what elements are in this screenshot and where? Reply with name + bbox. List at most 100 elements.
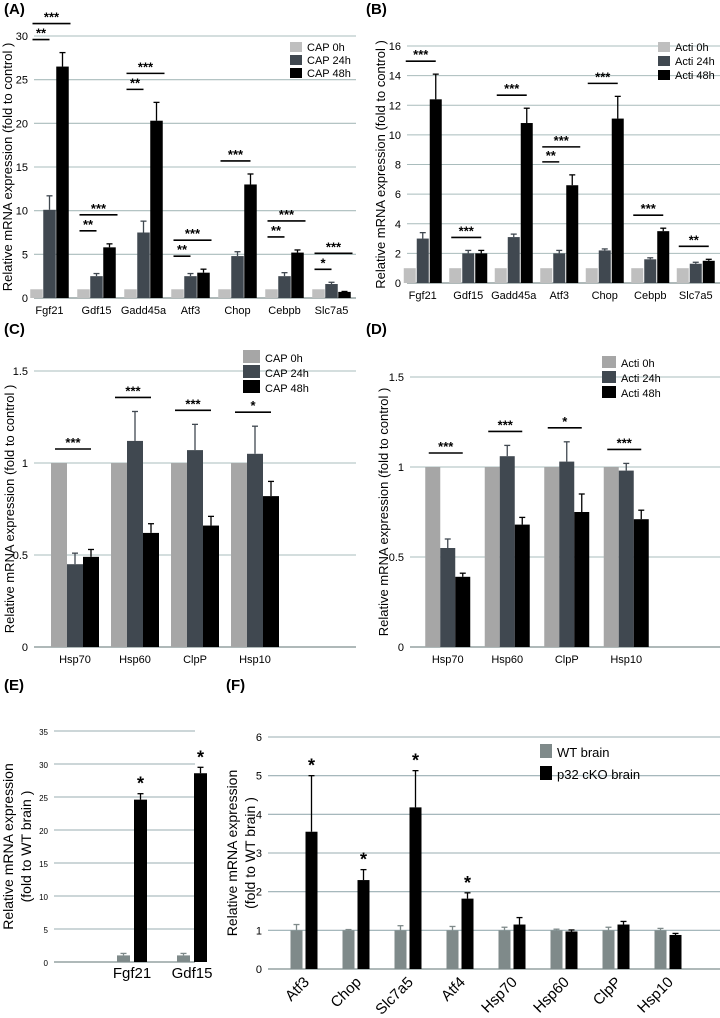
bar xyxy=(278,276,291,298)
significance-label: *** xyxy=(138,59,154,74)
bar xyxy=(51,463,67,647)
significance-label: ** xyxy=(271,223,282,238)
bar xyxy=(429,99,442,283)
significance-label: *** xyxy=(641,201,657,216)
legend-swatch xyxy=(658,70,670,80)
x-tick-label: Fgf21 xyxy=(409,290,437,302)
legend-swatch xyxy=(540,766,552,780)
bar xyxy=(494,268,507,283)
bar xyxy=(244,184,257,298)
x-tick-label: Gdf15 xyxy=(453,290,483,302)
bar xyxy=(342,930,355,969)
chart-panel-4: (E) 0 5 10 15 20 25 30 35 Relative mRNA expressio… xyxy=(0,677,212,982)
bar xyxy=(171,289,184,298)
panel-letter: (C) xyxy=(4,321,25,338)
bar xyxy=(291,252,304,298)
legend-swatch xyxy=(658,42,670,52)
significance-label: *** xyxy=(125,383,141,398)
panel-letter: (A) xyxy=(4,1,25,18)
bar xyxy=(598,250,611,283)
bar xyxy=(566,185,579,283)
bar xyxy=(702,260,715,283)
significance-star: * xyxy=(308,756,315,776)
bar xyxy=(644,259,657,283)
y-tick-label: 4 xyxy=(256,809,262,821)
bar xyxy=(559,461,575,647)
bar xyxy=(550,930,563,969)
legend-label: Acti 0h xyxy=(675,42,709,54)
y-tick-label: 25 xyxy=(39,794,48,803)
bar xyxy=(290,930,303,969)
bar xyxy=(602,930,615,969)
bar xyxy=(357,880,370,969)
significance-label: *** xyxy=(326,239,342,254)
y-tick-label: 3 xyxy=(256,848,262,860)
bar xyxy=(83,556,99,647)
bar xyxy=(689,263,702,283)
bar xyxy=(90,276,103,298)
bar xyxy=(77,289,90,298)
y-tick-label: 5 xyxy=(256,771,262,783)
bar xyxy=(177,955,190,962)
legend-swatch xyxy=(602,371,616,383)
significance-label: ** xyxy=(36,26,47,41)
significance-label: * xyxy=(320,255,326,270)
y-tick-label: 8 xyxy=(395,160,401,172)
bar xyxy=(514,524,530,647)
significance-star: * xyxy=(360,850,367,870)
significance-star: * xyxy=(197,747,204,767)
bar xyxy=(654,930,667,969)
bar xyxy=(263,496,279,647)
legend-label: Acti 48h xyxy=(621,388,661,400)
y-tick-label: 35 xyxy=(39,728,48,737)
legend-label: CAP 48h xyxy=(307,68,351,80)
bar xyxy=(394,930,407,969)
legend-label: Acti 24h xyxy=(621,373,661,385)
bar xyxy=(657,231,670,283)
x-tick-label: Slc7a5 xyxy=(315,305,349,317)
bar xyxy=(403,268,416,283)
y-tick-label: 0 xyxy=(398,642,404,654)
bar xyxy=(265,289,278,298)
y-tick-label: 30 xyxy=(39,761,48,770)
bar xyxy=(633,519,649,647)
bar xyxy=(544,467,560,647)
legend-swatch xyxy=(602,386,616,398)
x-tick-label: Gadd45a xyxy=(491,290,537,302)
y-tick-label: 1 xyxy=(22,458,28,470)
legend-swatch xyxy=(290,55,302,65)
bar xyxy=(498,930,511,969)
x-tick-label: Fgf21 xyxy=(35,305,63,317)
y-tick-label: 1 xyxy=(398,462,404,474)
y-tick-label: 10 xyxy=(16,206,28,218)
significance-star: * xyxy=(412,751,419,771)
y-tick-label: 0 xyxy=(395,278,401,290)
significance-label: *** xyxy=(185,226,201,241)
bar xyxy=(171,463,187,647)
bar xyxy=(325,284,338,298)
bar xyxy=(137,232,150,298)
x-tick-label: Gdf15 xyxy=(82,305,112,317)
x-tick-label: Hsp10 xyxy=(610,654,642,666)
y-tick-label: 6 xyxy=(256,732,262,744)
bar xyxy=(67,564,83,647)
bar xyxy=(574,512,590,647)
y-tick-label: 25 xyxy=(16,75,28,87)
bar xyxy=(520,123,533,284)
bar xyxy=(150,120,163,298)
y-tick-label: 0 xyxy=(44,959,49,968)
x-tick-label: Hsp10 xyxy=(239,654,271,666)
y-axis-label: Relative mRNA expression (fold to contro… xyxy=(2,385,17,634)
significance-label: *** xyxy=(91,201,107,216)
significance-label: *** xyxy=(595,69,611,84)
significance-label: ** xyxy=(546,148,557,163)
x-tick-label: ClpP xyxy=(555,654,579,666)
significance-label: *** xyxy=(554,133,570,148)
y-tick-label: 0.5 xyxy=(389,552,404,564)
panel-letter: (B) xyxy=(366,1,387,18)
legend-label: Acti 48h xyxy=(675,70,715,82)
x-tick-label: Atf4 xyxy=(438,974,469,1005)
bar xyxy=(111,463,127,647)
